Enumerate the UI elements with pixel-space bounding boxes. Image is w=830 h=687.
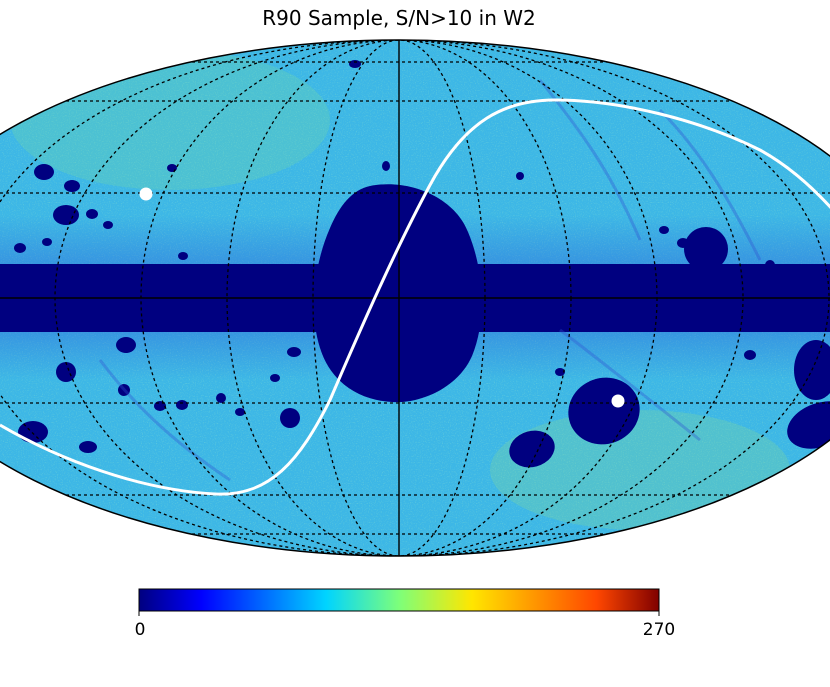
marker-point	[139, 187, 153, 201]
marker-point	[611, 394, 625, 408]
colorbar	[138, 588, 660, 612]
ecliptic-curve	[0, 98, 830, 496]
map-outline	[0, 39, 830, 557]
equator-and-meridian	[0, 40, 830, 556]
map-title: R90 Sample, S/N>10 in W2	[262, 6, 536, 30]
masked-sources-right	[509, 172, 830, 468]
galactic-center-mask	[313, 184, 482, 403]
colorbar-min-label: 0	[134, 620, 146, 640]
colorbar-max-label: 270	[642, 620, 676, 640]
